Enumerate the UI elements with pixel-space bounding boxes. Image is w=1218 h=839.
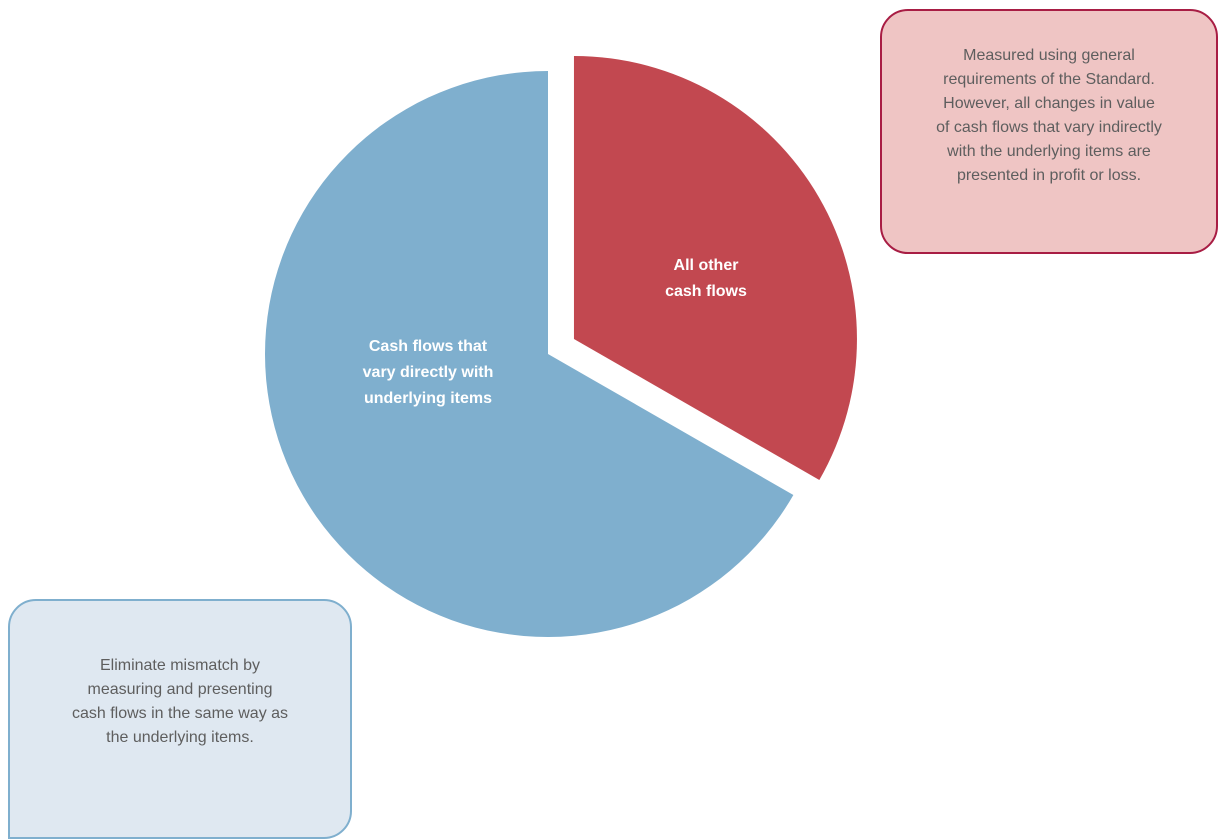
slice-label-other-cash-flows: All other cash flows	[665, 257, 747, 300]
pie-slice-other-cash-flows	[573, 55, 857, 480]
callout-directly-varying-cash-flows-text: Eliminate mismatch by measuring and pres…	[71, 657, 289, 746]
slice-label-directly-varying-cash-flows: Cash flows that vary directly with under…	[362, 338, 494, 407]
pie-slice-directly-varying-cash-flows	[264, 70, 794, 637]
callout-directly-varying-cash-flows: Eliminate mismatch by measuring and pres…	[8, 599, 352, 839]
callout-other-cash-flows: Measured using general requirements of t…	[880, 9, 1218, 254]
callout-other-cash-flows-text: Measured using general requirements of t…	[936, 47, 1162, 184]
